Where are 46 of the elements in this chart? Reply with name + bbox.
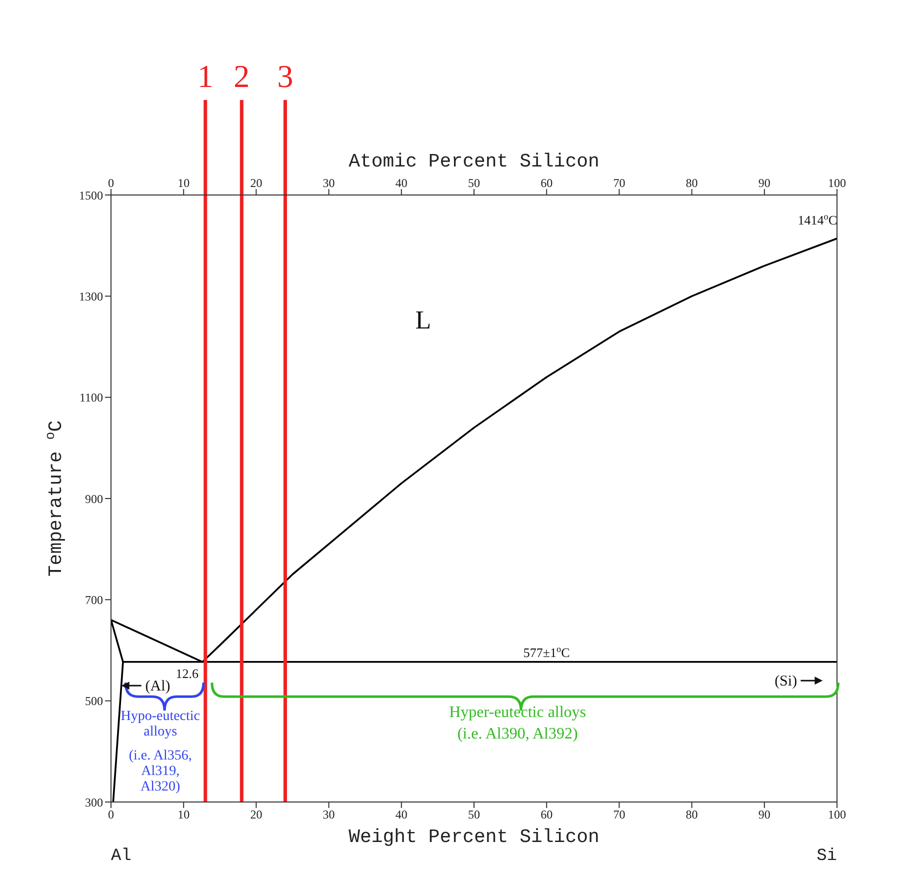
x-tick-label: 20 — [250, 176, 262, 190]
x-tick-label: 0 — [108, 176, 114, 190]
annotation: (Al) — [145, 678, 170, 695]
x-tick-label: 100 — [828, 176, 846, 190]
x-tick-label: 80 — [686, 176, 698, 190]
text: Al — [111, 847, 132, 866]
text: 2 — [234, 58, 250, 94]
x2-tick-label: 20 — [250, 808, 262, 822]
annotation: (i.e. Al390, Al392) — [457, 725, 578, 742]
text: 3 — [277, 58, 294, 94]
x2-tick-label: 60 — [540, 808, 553, 822]
annotation: (i.e. Al356, Al319, Al320) — [128, 748, 192, 794]
x2-tick-label: 90 — [758, 808, 770, 822]
x-tick-label: 30 — [322, 176, 335, 190]
annotation: Hyper-eutectic alloys — [449, 704, 586, 722]
y-tick-label: 300 — [85, 795, 103, 810]
annotation: 1414$^{o}$C — [798, 212, 837, 228]
y-tick-label: 1300 — [79, 289, 103, 304]
x2-tick-label: 30 — [322, 808, 335, 822]
x-tick-label: 10 — [178, 176, 190, 190]
x-axis-title: Weight Percent Silicon — [348, 826, 600, 848]
x2-tick-label: 40 — [395, 808, 408, 822]
text: 1 — [197, 58, 214, 94]
y-tick-label: 500 — [85, 694, 103, 708]
annotation: Hypo-eutectic alloys — [120, 709, 200, 740]
text: Si — [816, 847, 837, 866]
y-tick-label: 900 — [85, 492, 103, 506]
annotation: (Si) — [774, 674, 798, 690]
x2-axis-title: Atomic Percent Silicon — [348, 150, 600, 172]
x2-tick-label: 50 — [468, 808, 480, 822]
annotation: 577±1$^{o}$C — [523, 644, 570, 660]
x-tick-label: 90 — [758, 176, 770, 190]
x2-tick-label: 100 — [828, 808, 846, 822]
x-tick-label: 50 — [468, 176, 480, 190]
y-tick-label: 1100 — [79, 390, 103, 405]
y-tick-label: 700 — [85, 592, 103, 607]
x2-tick-label: 0 — [108, 808, 114, 822]
annotation: L — [415, 306, 432, 335]
x-tick-label: 70 — [613, 176, 626, 190]
annotation: 12.6 — [176, 666, 199, 681]
x-tick-label: 40 — [395, 176, 408, 190]
x-tick-label: 60 — [540, 176, 553, 190]
x2-tick-label: 70 — [613, 808, 626, 822]
x2-tick-label: 80 — [686, 808, 698, 822]
y-tick-label: 1500 — [79, 188, 103, 202]
x2-tick-label: 10 — [178, 808, 190, 822]
